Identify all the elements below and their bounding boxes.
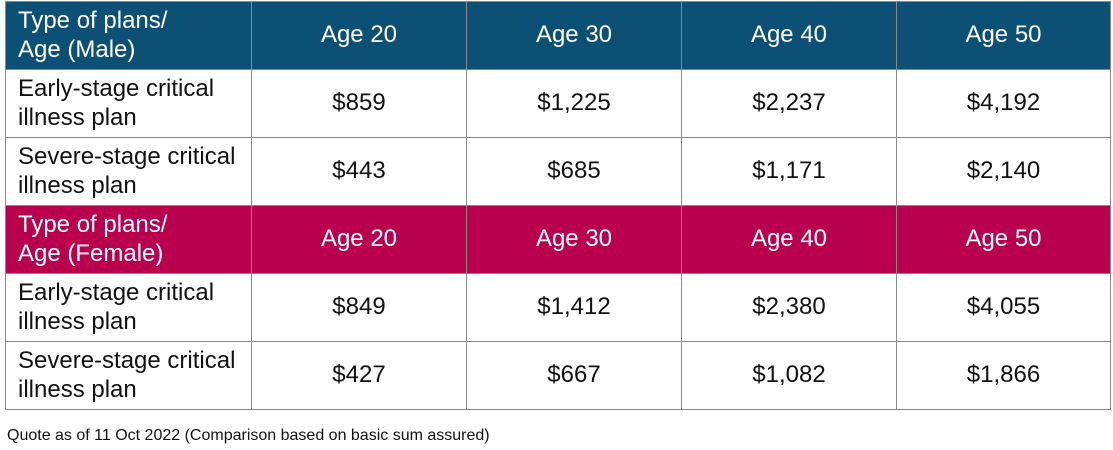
male-header-age-40: Age 40 [681,1,897,70]
premium-cell: $849 [251,273,467,342]
premium-cell: $1,082 [681,341,897,410]
row-label: Severe-stage critical illness plan [5,341,252,410]
row-label-line1: Severe-stage critical [18,142,236,170]
premium-cell: $2,237 [681,69,897,138]
premium-cell: $2,380 [681,273,897,342]
premium-cell: $685 [466,137,682,206]
male-header-label-line2: Age (Male) [18,35,136,63]
premium-cell: $4,192 [896,69,1111,138]
premium-cell: $1,866 [896,341,1111,410]
row-label: Severe-stage critical illness plan [5,137,252,206]
male-header-label-line1: Type of plans/ [18,6,168,34]
premium-table: Type of plans/ Age (Male) Age 20 Age 30 … [5,1,1111,410]
male-header-age-50: Age 50 [896,1,1111,70]
female-header-label-line1: Type of plans/ [18,210,168,238]
row-label-line1: Severe-stage critical [18,346,236,374]
female-header-age-30: Age 30 [466,205,682,274]
male-header-label: Type of plans/ Age (Male) [5,1,252,70]
premium-cell: $859 [251,69,467,138]
premium-cell: $667 [466,341,682,410]
table-row: Early-stage critical illness plan $849 $… [5,273,1111,342]
premium-cell: $1,171 [681,137,897,206]
row-label-line2: illness plan [18,307,137,335]
row-label-line2: illness plan [18,375,137,403]
row-label: Early-stage critical illness plan [5,273,252,342]
premium-cell: $4,055 [896,273,1111,342]
female-header-age-50: Age 50 [896,205,1111,274]
male-header-age-30: Age 30 [466,1,682,70]
female-header-label: Type of plans/ Age (Female) [5,205,252,274]
male-header-age-20: Age 20 [251,1,467,70]
premium-cell: $443 [251,137,467,206]
row-label-line2: illness plan [18,103,137,131]
row-label-line2: illness plan [18,171,137,199]
premium-cell: $1,412 [466,273,682,342]
row-label-line1: Early-stage critical [18,74,215,102]
premium-cell: $1,225 [466,69,682,138]
table-row: Early-stage critical illness plan $859 $… [5,69,1111,138]
premium-cell: $427 [251,341,467,410]
row-label: Early-stage critical illness plan [5,69,252,138]
row-label-line1: Early-stage critical [18,278,215,306]
female-header-label-line2: Age (Female) [18,239,164,267]
premium-cell: $2,140 [896,137,1111,206]
table-row: Severe-stage critical illness plan $443 … [5,137,1111,206]
female-header-age-20: Age 20 [251,205,467,274]
footnote: Quote as of 11 Oct 2022 (Comparison base… [7,427,490,444]
table-row: Severe-stage critical illness plan $427 … [5,341,1111,410]
male-header-row: Type of plans/ Age (Male) Age 20 Age 30 … [5,1,1111,70]
female-header-row: Type of plans/ Age (Female) Age 20 Age 3… [5,205,1111,274]
female-header-age-40: Age 40 [681,205,897,274]
